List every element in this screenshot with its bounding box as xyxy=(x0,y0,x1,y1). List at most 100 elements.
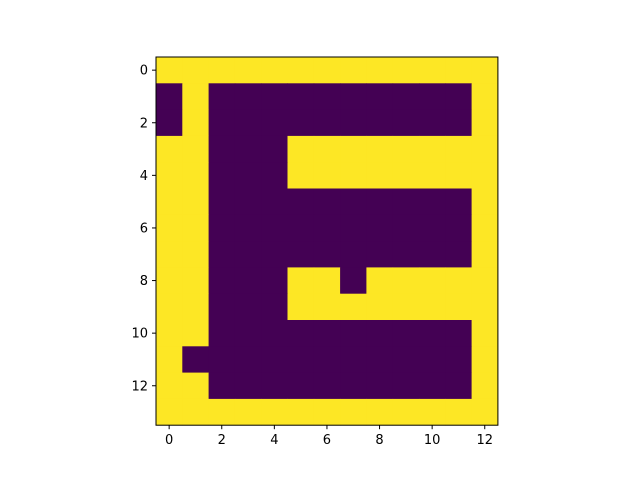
heatmap-cell xyxy=(287,214,315,242)
heatmap-cell xyxy=(313,372,341,400)
y-axis-ticks: 0 2 4 6 8 10 12 xyxy=(131,64,156,394)
heatmap-cell xyxy=(313,57,341,84)
heatmap-cell xyxy=(208,135,236,163)
heatmap-cell xyxy=(419,162,446,189)
heatmap-cell xyxy=(419,320,446,347)
heatmap-cell xyxy=(392,57,420,84)
heatmap-cell xyxy=(287,162,315,189)
heatmap-cell xyxy=(392,214,420,242)
heatmap-cell xyxy=(445,109,472,137)
heatmap-cell xyxy=(261,241,288,268)
heatmap-cell xyxy=(340,83,367,110)
heatmap-cell xyxy=(313,267,341,295)
heatmap-cell xyxy=(340,241,367,268)
heatmap-cell xyxy=(156,135,183,163)
heatmap-cell xyxy=(208,346,236,373)
heatmap-cell xyxy=(156,214,183,242)
heatmap-cell xyxy=(287,320,315,347)
heatmap-cell xyxy=(445,293,472,321)
heatmap-cell xyxy=(156,320,183,347)
heatmap-cell xyxy=(287,83,315,110)
heatmap-cell xyxy=(313,293,341,321)
heatmap-cell xyxy=(471,109,499,137)
heatmap-cell xyxy=(471,214,499,242)
heatmap-cell xyxy=(445,135,472,163)
heatmap-cell xyxy=(234,320,262,347)
heatmap-cell xyxy=(208,241,236,268)
heatmap-cell xyxy=(156,241,183,268)
heatmap-cell xyxy=(261,188,288,216)
heatmap-cell xyxy=(471,135,499,163)
x-tick-label: 6 xyxy=(323,433,331,448)
heatmap-cell xyxy=(156,57,183,84)
y-tick-label: 6 xyxy=(140,221,148,236)
heatmap-cell xyxy=(287,135,315,163)
heatmap-cell xyxy=(156,398,183,426)
heatmap-cell xyxy=(471,346,499,373)
heatmap-cell xyxy=(313,188,341,216)
heatmap-cell xyxy=(182,109,209,137)
heatmap-cell xyxy=(366,188,394,216)
heatmap-cell xyxy=(182,346,209,373)
x-tick-label: 12 xyxy=(476,433,493,448)
heatmap-cell xyxy=(208,372,236,400)
heatmap-cell xyxy=(340,188,367,216)
heatmap-cell xyxy=(340,398,367,426)
heatmap-cell xyxy=(445,214,472,242)
heatmap-cell xyxy=(366,135,394,163)
heatmap-cell xyxy=(234,135,262,163)
heatmap-cell xyxy=(234,188,262,216)
heatmap-cell xyxy=(366,57,394,84)
heatmap-cell xyxy=(471,241,499,268)
heatmap-cell xyxy=(313,109,341,137)
heatmap-cells xyxy=(156,57,499,426)
x-tick-label: 10 xyxy=(424,433,441,448)
heatmap-cell xyxy=(234,267,262,295)
heatmap-cell xyxy=(208,398,236,426)
heatmap-cell xyxy=(392,241,420,268)
heatmap-cell xyxy=(182,372,209,400)
heatmap-cell xyxy=(234,83,262,110)
heatmap-cell xyxy=(287,57,315,84)
heatmap-cell xyxy=(287,293,315,321)
heatmap-cell xyxy=(313,135,341,163)
heatmap-cell xyxy=(261,214,288,242)
heatmap-cell xyxy=(234,293,262,321)
heatmap-cell xyxy=(471,188,499,216)
heatmap-cell xyxy=(340,267,367,295)
y-tick-label: 4 xyxy=(140,169,148,184)
heatmap-cell xyxy=(208,57,236,84)
heatmap-cell xyxy=(419,372,446,400)
heatmap-cell xyxy=(182,162,209,189)
heatmap-cell xyxy=(208,162,236,189)
heatmap-cell xyxy=(366,346,394,373)
heatmap-cell xyxy=(261,398,288,426)
heatmap-cell xyxy=(366,83,394,110)
heatmap-cell xyxy=(471,57,499,84)
heatmap-cell xyxy=(182,135,209,163)
y-tick-label: 8 xyxy=(140,274,148,289)
heatmap-cell xyxy=(313,320,341,347)
heatmap-cell xyxy=(392,135,420,163)
heatmap-cell xyxy=(392,293,420,321)
heatmap-cell xyxy=(182,398,209,426)
x-tick-label: 4 xyxy=(270,433,278,448)
heatmap-cell xyxy=(392,188,420,216)
heatmap-cell xyxy=(445,320,472,347)
heatmap-cell xyxy=(419,214,446,242)
heatmap-cell xyxy=(340,135,367,163)
heatmap-cell xyxy=(234,214,262,242)
y-tick-label: 10 xyxy=(131,327,148,342)
heatmap-cell xyxy=(340,214,367,242)
heatmap-cell xyxy=(471,162,499,189)
heatmap-cell xyxy=(471,267,499,295)
heatmap-cell xyxy=(208,188,236,216)
heatmap-cell xyxy=(445,398,472,426)
heatmap-cell xyxy=(471,398,499,426)
heatmap-cell xyxy=(340,346,367,373)
heatmap-cell xyxy=(261,320,288,347)
heatmap-cell xyxy=(182,241,209,268)
heatmap-cell xyxy=(287,346,315,373)
heatmap-cell xyxy=(392,346,420,373)
heatmap-cell xyxy=(366,241,394,268)
